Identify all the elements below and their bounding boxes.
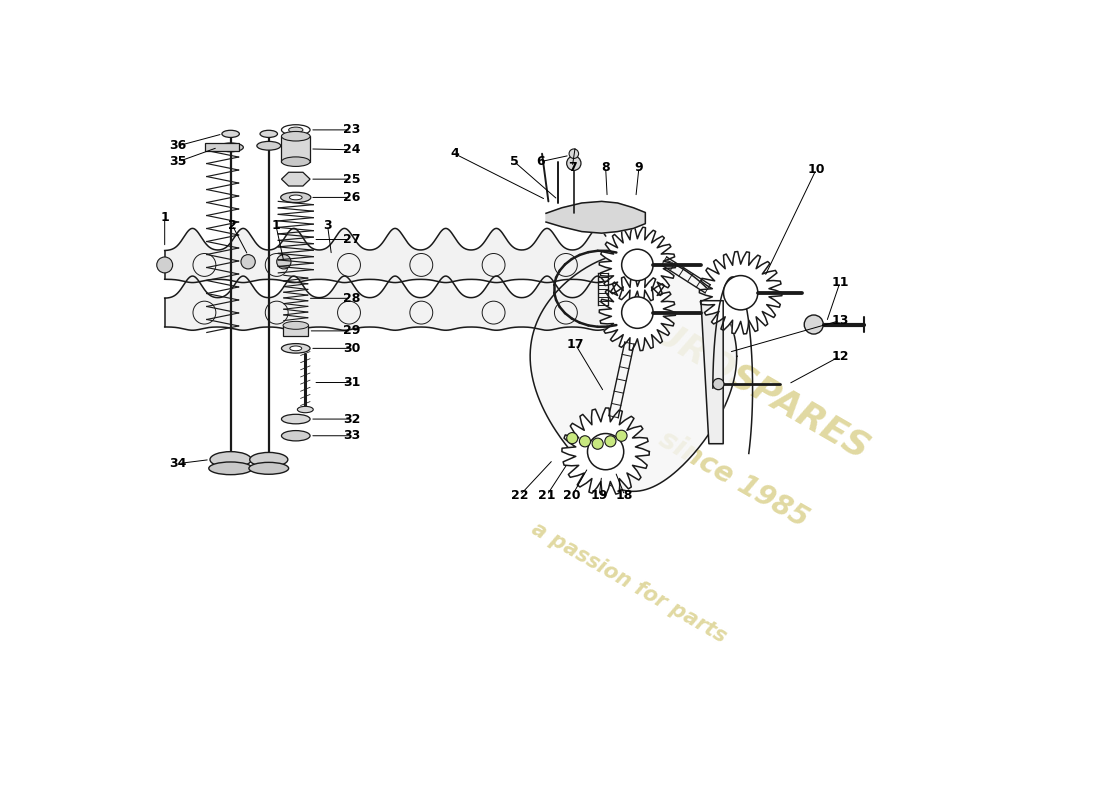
Text: 8: 8 bbox=[602, 161, 609, 174]
FancyBboxPatch shape bbox=[283, 326, 308, 337]
Ellipse shape bbox=[249, 462, 288, 474]
Text: 19: 19 bbox=[591, 489, 608, 502]
Text: 4: 4 bbox=[450, 147, 459, 160]
Text: 6: 6 bbox=[536, 155, 544, 168]
Ellipse shape bbox=[283, 322, 308, 330]
Circle shape bbox=[566, 156, 581, 170]
Text: 27: 27 bbox=[342, 233, 360, 246]
Text: 5: 5 bbox=[510, 155, 518, 168]
Text: 32: 32 bbox=[343, 413, 360, 426]
Ellipse shape bbox=[282, 157, 310, 166]
Text: 13: 13 bbox=[832, 314, 849, 327]
Text: 7: 7 bbox=[568, 161, 576, 174]
Ellipse shape bbox=[209, 462, 253, 474]
Circle shape bbox=[580, 436, 591, 447]
Circle shape bbox=[713, 378, 724, 390]
Polygon shape bbox=[546, 202, 646, 233]
Polygon shape bbox=[562, 408, 649, 495]
Circle shape bbox=[569, 149, 579, 158]
Text: 11: 11 bbox=[832, 276, 849, 289]
Text: 22: 22 bbox=[512, 489, 529, 502]
Ellipse shape bbox=[280, 192, 311, 202]
Circle shape bbox=[724, 275, 758, 310]
Polygon shape bbox=[701, 301, 723, 444]
Polygon shape bbox=[530, 253, 737, 491]
Text: 20: 20 bbox=[563, 489, 581, 502]
Circle shape bbox=[277, 254, 292, 269]
Ellipse shape bbox=[282, 430, 310, 441]
Ellipse shape bbox=[282, 414, 310, 424]
Text: 3: 3 bbox=[323, 218, 332, 232]
Ellipse shape bbox=[256, 142, 280, 150]
Text: 29: 29 bbox=[343, 324, 360, 338]
Text: 18: 18 bbox=[616, 489, 634, 502]
Circle shape bbox=[592, 438, 603, 450]
Polygon shape bbox=[600, 274, 675, 350]
Text: 34: 34 bbox=[169, 457, 187, 470]
Circle shape bbox=[241, 254, 255, 269]
Circle shape bbox=[605, 436, 616, 447]
Text: 10: 10 bbox=[807, 163, 825, 176]
Text: 9: 9 bbox=[635, 161, 643, 174]
Text: 30: 30 bbox=[343, 342, 360, 355]
Ellipse shape bbox=[260, 130, 277, 138]
Text: 17: 17 bbox=[566, 338, 584, 351]
Text: since 1985: since 1985 bbox=[653, 426, 813, 534]
Polygon shape bbox=[700, 251, 782, 334]
Polygon shape bbox=[600, 227, 675, 303]
Circle shape bbox=[621, 297, 653, 328]
Text: 24: 24 bbox=[342, 143, 360, 156]
Text: 36: 36 bbox=[169, 139, 187, 152]
Ellipse shape bbox=[222, 130, 240, 138]
Circle shape bbox=[621, 250, 653, 281]
Text: 28: 28 bbox=[343, 292, 360, 305]
FancyBboxPatch shape bbox=[206, 142, 239, 150]
Text: a passion for parts: a passion for parts bbox=[528, 518, 729, 646]
Polygon shape bbox=[282, 172, 310, 186]
Text: 1: 1 bbox=[161, 210, 169, 224]
Text: EUROSPARES: EUROSPARES bbox=[626, 302, 876, 466]
Ellipse shape bbox=[282, 343, 310, 353]
Text: 35: 35 bbox=[169, 155, 187, 168]
Ellipse shape bbox=[288, 127, 302, 133]
Text: 1: 1 bbox=[272, 218, 280, 232]
Text: 25: 25 bbox=[342, 173, 360, 186]
Circle shape bbox=[156, 257, 173, 273]
Text: 21: 21 bbox=[538, 489, 556, 502]
Ellipse shape bbox=[210, 452, 251, 467]
Text: 26: 26 bbox=[343, 191, 360, 204]
Ellipse shape bbox=[282, 131, 310, 141]
Ellipse shape bbox=[282, 125, 310, 135]
Circle shape bbox=[566, 433, 578, 444]
FancyBboxPatch shape bbox=[282, 136, 310, 162]
Ellipse shape bbox=[289, 195, 302, 200]
Ellipse shape bbox=[289, 346, 301, 350]
Text: 12: 12 bbox=[832, 350, 849, 363]
Text: 33: 33 bbox=[343, 430, 360, 442]
Circle shape bbox=[587, 434, 624, 470]
Circle shape bbox=[804, 315, 823, 334]
Text: 2: 2 bbox=[228, 218, 236, 232]
Ellipse shape bbox=[218, 143, 243, 152]
Ellipse shape bbox=[250, 453, 288, 466]
Text: 31: 31 bbox=[343, 376, 360, 389]
Ellipse shape bbox=[297, 406, 313, 413]
Circle shape bbox=[616, 430, 627, 442]
Text: 23: 23 bbox=[343, 123, 360, 136]
